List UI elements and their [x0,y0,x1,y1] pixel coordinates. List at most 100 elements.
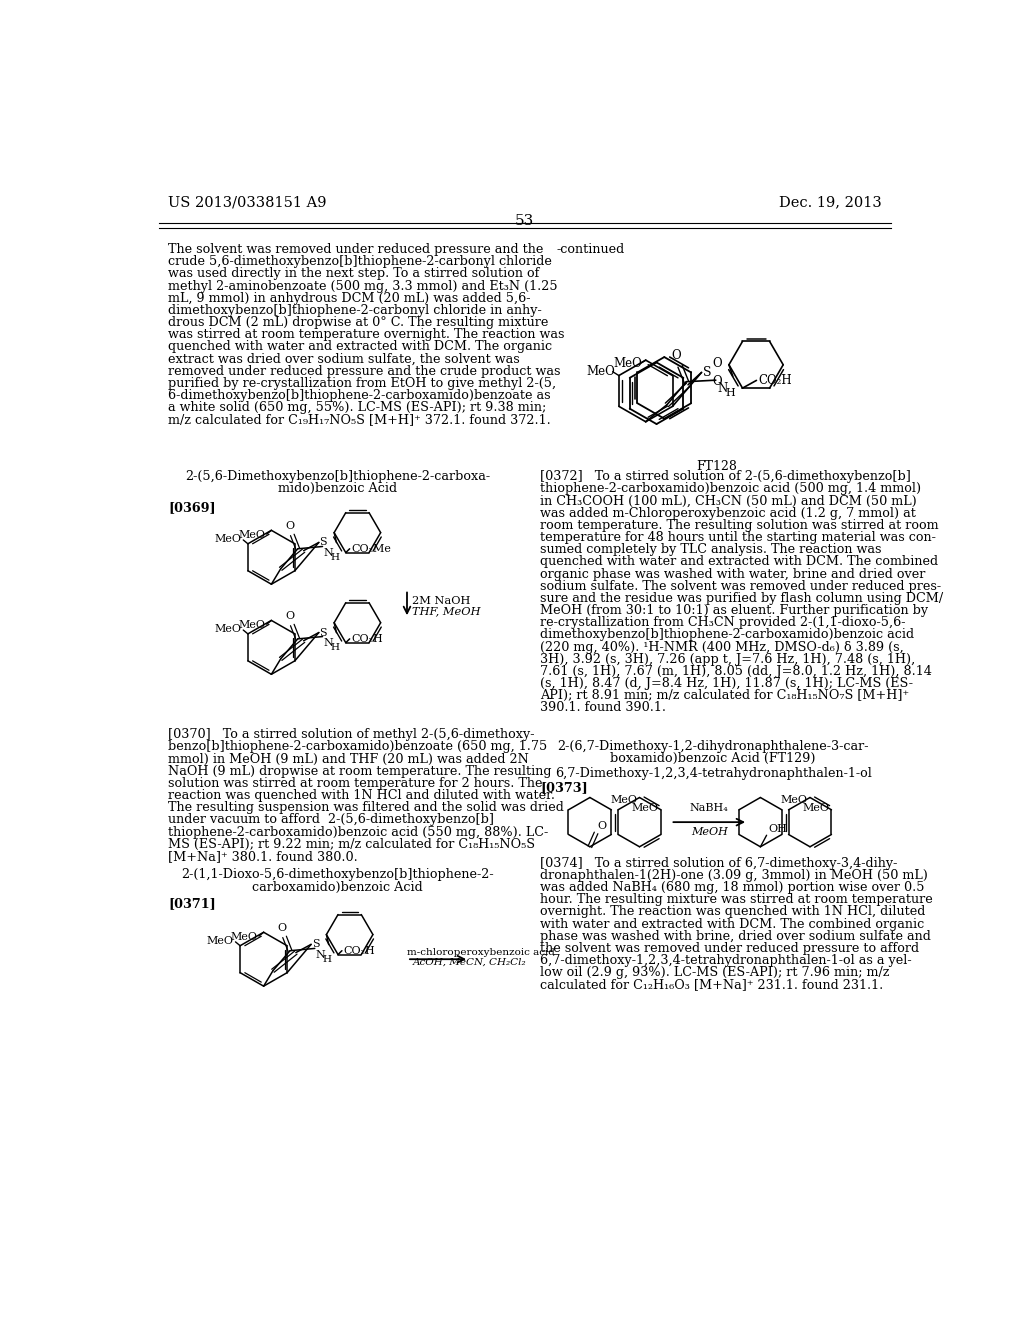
Text: thiophene-2-carboxamido)benzoic acid (550 mg, 88%). LC-: thiophene-2-carboxamido)benzoic acid (55… [168,825,549,838]
Text: MeO: MeO [215,535,242,544]
Text: 2-(1,1-Dioxo-5,6-dimethoxybenzo[b]thiophene-2-: 2-(1,1-Dioxo-5,6-dimethoxybenzo[b]thioph… [181,869,494,882]
Text: temperature for 48 hours until the starting material was con-: temperature for 48 hours until the start… [541,531,936,544]
Text: N: N [717,381,728,395]
Text: 3H), 3.92 (s, 3H), 7.26 (app t, J=7.6 Hz, 1H), 7.48 (s, 1H),: 3H), 3.92 (s, 3H), 7.26 (app t, J=7.6 Hz… [541,653,915,665]
Text: 2M NaOH: 2M NaOH [412,595,470,606]
Text: 6,7-Dimethoxy-1,2,3,4-tetrahydronaphthalen-1-ol: 6,7-Dimethoxy-1,2,3,4-tetrahydronaphthal… [555,767,871,780]
Text: CO₂H: CO₂H [343,945,375,956]
Text: hour. The resulting mixture was stirred at room temperature: hour. The resulting mixture was stirred … [541,894,933,907]
Text: phase was washed with brine, dried over sodium sulfate and: phase was washed with brine, dried over … [541,929,931,942]
Text: H: H [323,956,332,965]
Text: calculated for C₁₂H₁₆O₃ [M+Na]⁺ 231.1. found 231.1.: calculated for C₁₂H₁₆O₃ [M+Na]⁺ 231.1. f… [541,978,884,991]
Text: MeO: MeO [610,795,637,805]
Text: mido)benzoic Acid: mido)benzoic Acid [278,482,397,495]
Text: The solvent was removed under reduced pressure and the: The solvent was removed under reduced pr… [168,243,544,256]
Text: [M+Na]⁺ 380.1. found 380.0.: [M+Na]⁺ 380.1. found 380.0. [168,850,358,863]
Text: US 2013/0338151 A9: US 2013/0338151 A9 [168,195,327,210]
Text: quenched with water and extracted with DCM. The combined: quenched with water and extracted with D… [541,556,938,569]
Text: O: O [713,375,722,388]
Text: thiophene-2-carboxamido)benzoic acid (500 mg, 1.4 mmol): thiophene-2-carboxamido)benzoic acid (50… [541,482,922,495]
Text: MeO: MeO [632,803,658,813]
Text: THF, MeOH: THF, MeOH [412,607,480,616]
Text: [0370]   To a stirred solution of methyl 2-(5,6-dimethoxy-: [0370] To a stirred solution of methyl 2… [168,729,535,742]
Text: CO₂Me: CO₂Me [351,544,391,554]
Text: boxamido)benzoic Acid (FT129): boxamido)benzoic Acid (FT129) [610,752,816,764]
Text: drous DCM (2 mL) dropwise at 0° C. The resulting mixture: drous DCM (2 mL) dropwise at 0° C. The r… [168,315,549,329]
Text: dimethoxybenzo[b]thiophene-2-carboxamido)benzoic acid: dimethoxybenzo[b]thiophene-2-carboxamido… [541,628,914,642]
Text: (220 mg, 40%). ¹H-NMR (400 MHz, DMSO-d₆) δ 3.89 (s,: (220 mg, 40%). ¹H-NMR (400 MHz, DMSO-d₆)… [541,640,904,653]
Text: m/z calculated for C₁₉H₁₇NO₅S [M+H]⁺ 372.1. found 372.1.: m/z calculated for C₁₉H₁₇NO₅S [M+H]⁺ 372… [168,413,551,426]
Text: m-chloroperoxybenzoic acid: m-chloroperoxybenzoic acid [407,948,555,957]
Text: 2-(6,7-Dimethoxy-1,2-dihydronaphthalene-3-car-: 2-(6,7-Dimethoxy-1,2-dihydronaphthalene-… [557,739,869,752]
Text: purified by re-crystallization from EtOH to give methyl 2-(5,: purified by re-crystallization from EtOH… [168,378,556,389]
Text: in CH₃COOH (100 mL), CH₃CN (50 mL) and DCM (50 mL): in CH₃COOH (100 mL), CH₃CN (50 mL) and D… [541,495,918,508]
Text: dronaphthalen-1(2H)-one (3.09 g, 3mmol) in MeOH (50 mL): dronaphthalen-1(2H)-one (3.09 g, 3mmol) … [541,869,928,882]
Text: was added NaBH₄ (680 mg, 18 mmol) portion wise over 0.5: was added NaBH₄ (680 mg, 18 mmol) portio… [541,882,925,894]
Text: O: O [278,923,287,933]
Text: was added m-Chloroperoxybenzoic acid (1.2 g, 7 mmol) at: was added m-Chloroperoxybenzoic acid (1.… [541,507,916,520]
Text: H: H [726,388,735,397]
Text: was used directly in the next step. To a stirred solution of: was used directly in the next step. To a… [168,268,540,280]
Text: AcOH, MeCN, CH₂Cl₂: AcOH, MeCN, CH₂Cl₂ [414,958,526,966]
Text: extract was dried over sodium sulfate, the solvent was: extract was dried over sodium sulfate, t… [168,352,520,366]
Text: [0373]: [0373] [541,781,588,793]
Text: N: N [315,950,326,960]
Text: O: O [286,611,295,622]
Text: 6,7-dimethoxy-1,2,3,4-tetrahydronaphthalen-1-ol as a yel-: 6,7-dimethoxy-1,2,3,4-tetrahydronaphthal… [541,954,912,968]
Text: mL, 9 mmol) in anhydrous DCM (20 mL) was added 5,6-: mL, 9 mmol) in anhydrous DCM (20 mL) was… [168,292,530,305]
Text: methyl 2-aminobenzoate (500 mg, 3.3 mmol) and Et₃N (1.25: methyl 2-aminobenzoate (500 mg, 3.3 mmol… [168,280,558,293]
Text: 2-(5,6-Dimethoxybenzo[b]thiophene-2-carboxa-: 2-(5,6-Dimethoxybenzo[b]thiophene-2-carb… [184,470,489,483]
Text: O: O [713,356,722,370]
Text: sure and the residue was purified by flash column using DCM/: sure and the residue was purified by fla… [541,591,943,605]
Text: low oil (2.9 g, 93%). LC-MS (ES-API); rt 7.96 min; m/z: low oil (2.9 g, 93%). LC-MS (ES-API); rt… [541,966,890,979]
Text: MeO: MeO [239,620,265,630]
Text: overnight. The reaction was quenched with 1N HCl, diluted: overnight. The reaction was quenched wit… [541,906,926,919]
Text: [0374]   To a stirred solution of 6,7-dimethoxy-3,4-dihy-: [0374] To a stirred solution of 6,7-dime… [541,857,898,870]
Text: crude 5,6-dimethoxybenzo[b]thiophene-2-carbonyl chloride: crude 5,6-dimethoxybenzo[b]thiophene-2-c… [168,255,552,268]
Text: 390.1. found 390.1.: 390.1. found 390.1. [541,701,667,714]
Text: 53: 53 [515,214,535,228]
Text: NaBH₄: NaBH₄ [690,803,729,813]
Text: NaOH (9 mL) dropwise at room temperature. The resulting: NaOH (9 mL) dropwise at room temperature… [168,764,552,777]
Text: (s, 1H), 8.47 (d, J=8.4 Hz, 1H), 11.87 (s, 1H); LC-MS (ES-: (s, 1H), 8.47 (d, J=8.4 Hz, 1H), 11.87 (… [541,677,913,690]
Text: quenched with water and extracted with DCM. The organic: quenched with water and extracted with D… [168,341,552,354]
Text: solution was stirred at room temperature for 2 hours. The: solution was stirred at room temperature… [168,777,543,789]
Text: OH: OH [768,824,787,834]
Text: CO₂H: CO₂H [351,634,383,644]
Text: MeO: MeO [215,624,242,634]
Text: 6-dimethoxybenzo[b]thiophene-2-carboxamido)benzoate as: 6-dimethoxybenzo[b]thiophene-2-carboxami… [168,389,551,403]
Text: dimethoxybenzo[b]thiophene-2-carbonyl chloride in anhy-: dimethoxybenzo[b]thiophene-2-carbonyl ch… [168,304,542,317]
Text: re-crystallization from CH₃CN provided 2-(1,1-dioxo-5,6-: re-crystallization from CH₃CN provided 2… [541,616,906,630]
Text: MeO: MeO [780,795,808,805]
Text: 7.61 (s, 1H), 7.67 (m, 1H), 8.05 (dd, J=8.0, 1.2 Hz, 1H), 8.14: 7.61 (s, 1H), 7.67 (m, 1H), 8.05 (dd, J=… [541,665,932,678]
Text: Dec. 19, 2013: Dec. 19, 2013 [778,195,882,210]
Text: CO₂H: CO₂H [758,374,792,387]
Text: O: O [286,521,295,531]
Text: FT128: FT128 [696,461,737,474]
Text: N: N [324,638,333,648]
Text: reaction was quenched with 1N HCl and diluted with water.: reaction was quenched with 1N HCl and di… [168,789,555,803]
Text: [0369]: [0369] [168,502,216,513]
Text: S: S [703,366,712,379]
Text: a white solid (650 mg, 55%). LC-MS (ES-API); rt 9.38 min;: a white solid (650 mg, 55%). LC-MS (ES-A… [168,401,547,414]
Text: H: H [331,644,339,652]
Text: S: S [312,940,319,949]
Text: S: S [319,537,328,548]
Text: MeO: MeO [613,358,642,371]
Text: O: O [598,821,607,832]
Text: MeO: MeO [802,803,829,813]
Text: under vacuum to afford  2-(5,6-dimethoxybenzo[b]: under vacuum to afford 2-(5,6-dimethoxyb… [168,813,495,826]
Text: with water and extracted with DCM. The combined organic: with water and extracted with DCM. The c… [541,917,925,931]
Text: H: H [331,553,339,562]
Text: sumed completely by TLC analysis. The reaction was: sumed completely by TLC analysis. The re… [541,544,882,556]
Text: The resulting suspension was filtered and the solid was dried: The resulting suspension was filtered an… [168,801,564,814]
Text: MeOH (from 30:1 to 10:1) as eluent. Further purification by: MeOH (from 30:1 to 10:1) as eluent. Furt… [541,605,929,616]
Text: was stirred at room temperature overnight. The reaction was: was stirred at room temperature overnigh… [168,329,565,342]
Text: MeOH: MeOH [691,826,728,837]
Text: room temperature. The resulting solution was stirred at room: room temperature. The resulting solution… [541,519,939,532]
Text: N: N [324,548,333,558]
Text: removed under reduced pressure and the crude product was: removed under reduced pressure and the c… [168,364,561,378]
Text: sodium sulfate. The solvent was removed under reduced pres-: sodium sulfate. The solvent was removed … [541,579,941,593]
Text: MeO: MeO [239,529,265,540]
Text: [0371]: [0371] [168,898,216,911]
